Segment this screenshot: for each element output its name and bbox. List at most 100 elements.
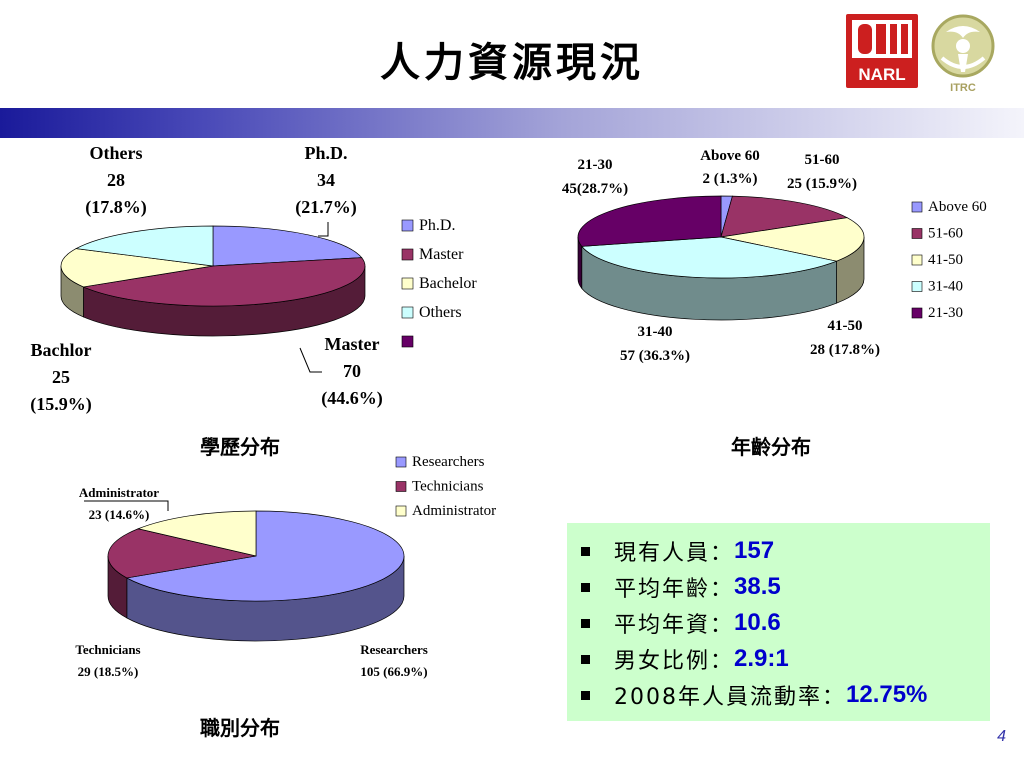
data-label-3140-name: 31-40 — [638, 324, 673, 340]
education-pie-chart: Others 28 (17.8%) Ph.D. 34 (21.7%) Maste… — [30, 143, 477, 415]
legend-swatch-ph-d — [401, 219, 414, 232]
summary-value: 12.75% — [846, 681, 928, 708]
legend-swatch-51-60 — [911, 228, 923, 239]
data-label-2130-name: 21-30 — [578, 157, 613, 173]
legend-label-master: Master — [419, 246, 464, 263]
pie-slice-administrator — [137, 510, 257, 557]
bullet-icon — [581, 690, 590, 700]
legend-swatch-master — [401, 248, 414, 261]
data-label-3140-value: 57 (36.3%) — [620, 348, 690, 364]
legend-label-others: Others — [419, 304, 462, 321]
summary-item: 現有人員： 157 — [581, 533, 990, 569]
data-label-4150-value: 28 (17.8%) — [810, 342, 880, 358]
itrc-logo-text: ITRC — [950, 82, 976, 94]
bullet-icon — [581, 546, 590, 556]
legend-label-administrator: Administrator — [412, 503, 496, 519]
caption-education: 學歷分布 — [200, 435, 280, 459]
summary-value: 38.5 — [734, 573, 781, 600]
data-label-res-name: Researchers — [360, 642, 428, 657]
legend-label-21-30: 21-30 — [928, 305, 963, 321]
data-label-others-pct: (17.8%) — [85, 197, 147, 218]
data-label-phd-name: Ph.D. — [304, 143, 347, 163]
summary-label: 2008年人員流動率： — [614, 685, 846, 710]
summary-item: 平均年資： 10.6 — [581, 605, 990, 641]
caption-age: 年齡分布 — [731, 435, 811, 459]
summary-box: 現有人員： 157 平均年齡： 38.5 平均年資： 10.6 男女比例： 2.9:1 … — [567, 523, 990, 721]
data-label-others-value: 28 — [107, 170, 125, 190]
legend-swatch-bachelor — [401, 277, 414, 290]
itrc-logo: ITRC — [928, 12, 998, 98]
bullet-icon — [581, 654, 590, 664]
legend-swatch-blank — [401, 335, 414, 348]
slide-title: 人力資源現況 — [380, 40, 644, 86]
pie-slice-others — [75, 225, 214, 267]
data-label-above60-value: 2 (1.3%) — [703, 171, 758, 187]
age-pie-chart: Above 60 2 (1.3%) 51-60 25 (15.9%) 21-30… — [562, 148, 987, 364]
summary-item: 男女比例： 2.9:1 — [581, 641, 990, 677]
data-label-5160-name: 51-60 — [805, 152, 840, 168]
narl-logo-text: NARL — [858, 65, 905, 84]
legend-swatch-above-60 — [911, 201, 923, 213]
data-label-others-name: Others — [90, 143, 143, 163]
page-number: 4 — [997, 728, 1006, 745]
summary-value: 10.6 — [734, 609, 781, 636]
data-label-phd-pct: (21.7%) — [295, 197, 357, 218]
legend-swatch-technicians — [395, 481, 407, 492]
legend-swatch-others — [401, 306, 414, 319]
summary-label: 平均年資： — [614, 613, 735, 638]
data-label-tech-value: 29 (18.5%) — [78, 664, 139, 679]
data-label-2130-value: 45(28.7%) — [562, 181, 628, 197]
pie-slice-ph-d — [212, 225, 363, 267]
data-label-master-pct: (44.6%) — [321, 388, 383, 409]
summary-item: 2008年人員流動率： 12.75% — [581, 677, 990, 713]
data-label-5160-value: 25 (15.9%) — [787, 176, 857, 192]
pie-slice-51-60 — [720, 195, 849, 238]
pie-slice-master — [82, 257, 366, 307]
summary-item: 平均年齡： 38.5 — [581, 569, 990, 605]
legend-label-researchers: Researchers — [412, 454, 485, 470]
legend-label-bachelor: Bachelor — [419, 275, 477, 292]
legend-label-above-60: Above 60 — [928, 199, 987, 215]
data-label-admin-name: Administrator — [79, 485, 159, 500]
summary-label: 男女比例： — [614, 649, 735, 674]
position-pie-chart: Administrator 23 (14.6%) Technicians 29 … — [75, 454, 496, 679]
data-label-phd-value: 34 — [317, 170, 335, 190]
pie-slice-31-40 — [581, 236, 838, 279]
data-label-res-value: 105 (66.9%) — [360, 664, 427, 679]
pie-slice-41-50 — [720, 217, 865, 262]
data-label-4150-name: 41-50 — [828, 318, 863, 334]
header-band — [0, 108, 1024, 138]
data-label-tech-name: Technicians — [75, 642, 140, 657]
data-label-master-name: Master — [325, 334, 380, 354]
summary-value: 2.9:1 — [734, 645, 789, 672]
bullet-icon — [581, 618, 590, 628]
data-label-bachelor-pct: (15.9%) — [30, 394, 92, 415]
summary-value: 157 — [734, 537, 775, 564]
summary-label: 平均年齡： — [614, 577, 735, 602]
legend-label-ph-d: Ph.D. — [419, 217, 455, 234]
legend-swatch-41-50 — [911, 254, 923, 266]
data-label-bachelor-name: Bachlor — [31, 340, 92, 360]
leader-lines — [299, 222, 329, 373]
leader-lines — [84, 500, 169, 511]
legend-swatch-21-30 — [911, 307, 923, 319]
pie-slice-21-30 — [577, 195, 722, 247]
pie-slice-technicians — [107, 528, 257, 579]
summary-label: 現有人員： — [614, 541, 735, 566]
legend-swatch-researchers — [395, 456, 407, 468]
legend-swatch-administrator — [395, 505, 407, 517]
data-label-above60-name: Above 60 — [700, 148, 760, 164]
data-label-bachelor-value: 25 — [52, 367, 70, 387]
pie-slice-researchers — [125, 510, 405, 602]
legend-label-41-50: 41-50 — [928, 252, 963, 268]
legend-label-51-60: 51-60 — [928, 226, 963, 242]
data-label-admin-value: 23 (14.6%) — [89, 507, 150, 522]
legend-swatch-31-40 — [911, 281, 923, 292]
legend-label-technicians: Technicians — [412, 479, 484, 495]
legend-label-31-40: 31-40 — [928, 279, 963, 295]
bullet-icon — [581, 582, 590, 592]
caption-position: 職別分布 — [200, 716, 280, 740]
pie-slice-bachelor — [60, 248, 214, 288]
narl-logo: NARL — [846, 14, 918, 92]
data-label-master-value: 70 — [343, 361, 361, 381]
